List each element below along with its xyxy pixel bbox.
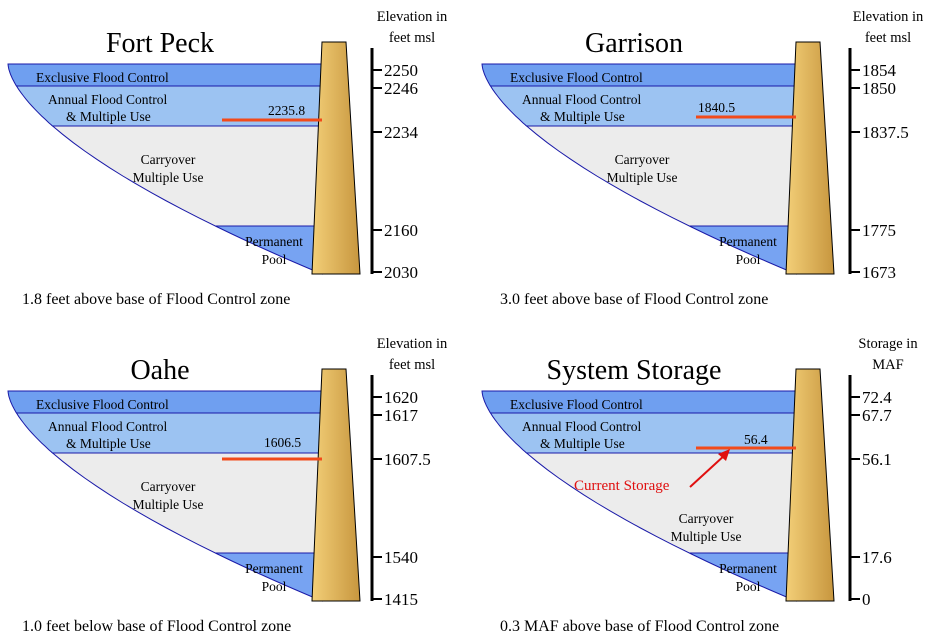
zone-label-permanent-2: Pool — [262, 252, 287, 267]
tick-label: 72.4 — [862, 388, 892, 407]
dam-icon — [311, 41, 361, 275]
axis-label-2: feet msl — [389, 357, 435, 373]
dam-icon — [785, 41, 835, 275]
tick-label: 2246 — [384, 79, 418, 98]
dam-icon — [785, 368, 835, 602]
tick-label: 1775 — [862, 221, 896, 240]
zone-label-carryover-1: Carryover — [141, 479, 196, 494]
panel-3: Exclusive Flood Control Annual Flood Cont… — [481, 336, 918, 634]
zone-label-permanent-1: Permanent — [245, 561, 303, 576]
current-level-value: 1840.5 — [698, 100, 735, 115]
zone-label-annual-1: Annual Flood Control — [522, 92, 642, 107]
panel-caption: 1.8 feet above base of Flood Control zon… — [22, 291, 290, 308]
tick-label: 2030 — [384, 263, 418, 282]
current-level-value: 2235.8 — [268, 103, 305, 118]
zone-label-annual-2: & Multiple Use — [66, 436, 151, 451]
panel-title: System Storage — [547, 355, 722, 386]
tick-label: 1620 — [384, 388, 418, 407]
tick-label: 17.6 — [862, 548, 892, 567]
panel-caption: 3.0 feet above base of Flood Control zon… — [500, 291, 768, 308]
tick-label: 1617 — [384, 406, 419, 425]
panel-2: Exclusive Flood Control Annual Flood Cont… — [7, 336, 448, 634]
zone-label-annual-1: Annual Flood Control — [48, 92, 168, 107]
zone-label-carryover-2: Multiple Use — [133, 497, 204, 512]
axis-label-1: Elevation in — [853, 9, 924, 25]
tick-label: 2250 — [384, 61, 418, 80]
zone-label-permanent-2: Pool — [262, 579, 287, 594]
current-level-value: 56.4 — [744, 432, 768, 447]
panel-title: Fort Peck — [106, 28, 214, 59]
axis-label-2: feet msl — [389, 30, 435, 46]
zone-label-annual-2: & Multiple Use — [540, 436, 625, 451]
tick-label: 2160 — [384, 221, 418, 240]
zone-label-permanent-2: Pool — [736, 579, 761, 594]
zone-label-exclusive: Exclusive Flood Control — [36, 70, 169, 85]
zone-label-annual-1: Annual Flood Control — [522, 419, 642, 434]
tick-label: 0 — [862, 590, 871, 609]
tick-label: 2234 — [384, 123, 419, 142]
zone-label-carryover-2: Multiple Use — [671, 529, 742, 544]
tick-label: 1607.5 — [384, 450, 431, 469]
zone-label-annual-2: & Multiple Use — [540, 109, 625, 124]
tick-label: 1837.5 — [862, 123, 909, 142]
tick-label: 1540 — [384, 548, 418, 567]
axis-label-1: Elevation in — [377, 336, 448, 352]
panel-1: Exclusive Flood Control Annual Flood Cont… — [481, 9, 924, 308]
zone-carryover — [525, 452, 797, 554]
tick-label: 1850 — [862, 79, 896, 98]
tick-label: 67.7 — [862, 406, 892, 425]
current-storage-arrow — [689, 453, 727, 488]
axis-label-2: feet msl — [865, 30, 911, 46]
axis-label-1: Storage in — [858, 336, 918, 352]
panel-title: Oahe — [130, 355, 189, 386]
panel-caption: 0.3 MAF above base of Flood Control zone — [500, 618, 779, 634]
zone-label-exclusive: Exclusive Flood Control — [36, 397, 169, 412]
tick-label: 1854 — [862, 61, 897, 80]
current-level-value: 1606.5 — [264, 435, 301, 450]
tick-label: 56.1 — [862, 450, 892, 469]
zone-label-permanent-1: Permanent — [245, 234, 303, 249]
zone-label-permanent-1: Permanent — [719, 234, 777, 249]
zone-label-permanent-2: Pool — [736, 252, 761, 267]
zone-label-carryover-2: Multiple Use — [607, 170, 678, 185]
zone-label-annual-2: & Multiple Use — [66, 109, 151, 124]
zone-label-carryover-1: Carryover — [141, 152, 196, 167]
zone-label-carryover-1: Carryover — [679, 511, 734, 526]
zone-label-exclusive: Exclusive Flood Control — [510, 70, 643, 85]
zone-label-carryover-1: Carryover — [615, 152, 670, 167]
zone-label-carryover-2: Multiple Use — [133, 170, 204, 185]
axis-label-1: Elevation in — [377, 9, 448, 25]
zone-label-exclusive: Exclusive Flood Control — [510, 397, 643, 412]
axis-label-2: MAF — [872, 357, 903, 373]
tick-label: 1673 — [862, 263, 896, 282]
panel-title: Garrison — [585, 28, 683, 59]
current-storage-label: Current Storage — [574, 478, 670, 494]
tick-label: 1415 — [384, 590, 418, 609]
zone-label-permanent-1: Permanent — [719, 561, 777, 576]
panel-caption: 1.0 feet below base of Flood Control zon… — [22, 618, 291, 634]
panel-0: Exclusive Flood Control Annual Flood Cont… — [7, 9, 448, 308]
arrow-head-icon — [718, 449, 730, 461]
zone-label-annual-1: Annual Flood Control — [48, 419, 168, 434]
dam-icon — [311, 368, 361, 602]
